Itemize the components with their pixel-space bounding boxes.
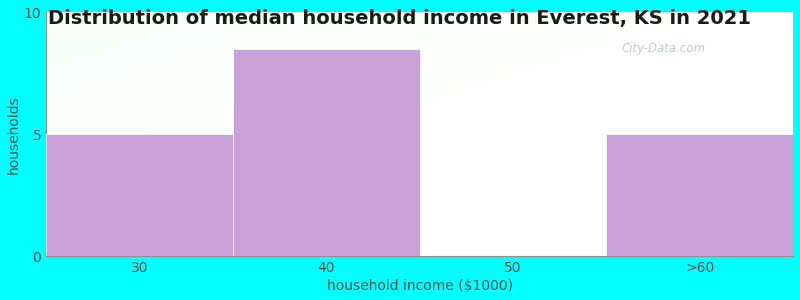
Bar	[606, 134, 793, 256]
Y-axis label: households: households	[7, 95, 21, 174]
Text: Distribution of median household income in Everest, KS in 2021: Distribution of median household income …	[49, 9, 751, 28]
Bar	[46, 134, 233, 256]
Bar	[233, 49, 420, 256]
Text: City-Data.com: City-Data.com	[622, 42, 706, 55]
Text: Multirace residents: Multirace residents	[317, 0, 483, 2]
X-axis label: household income ($1000): household income ($1000)	[326, 279, 513, 293]
